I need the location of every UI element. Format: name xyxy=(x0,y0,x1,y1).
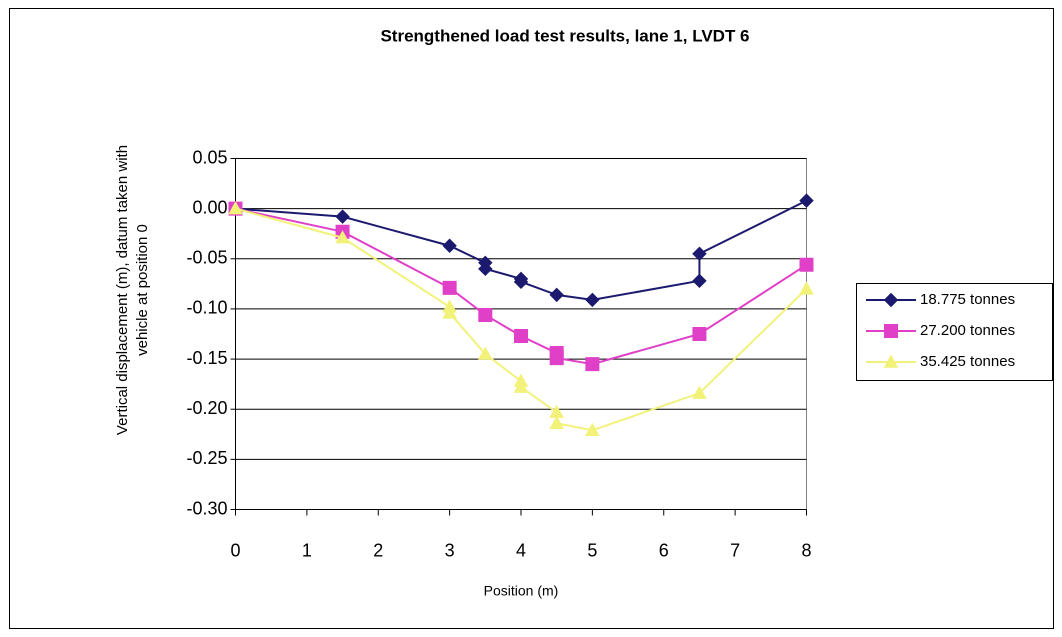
marker xyxy=(478,261,493,277)
marker xyxy=(549,351,564,366)
marker xyxy=(442,238,457,253)
y-tick-label: -0.15 xyxy=(186,348,227,368)
legend-label: 35.425 tonnes xyxy=(920,353,1015,370)
x-tick-label: 2 xyxy=(373,540,383,560)
legend-label: 27.200 tonnes xyxy=(920,322,1015,339)
x-tick-label: 5 xyxy=(587,540,597,560)
y-tick-label: 0.05 xyxy=(192,147,227,167)
y-tick-label: -0.05 xyxy=(186,248,227,268)
marker xyxy=(799,281,814,295)
marker xyxy=(228,201,243,215)
marker xyxy=(514,329,528,344)
x-tick-label: 4 xyxy=(516,540,526,560)
x-axis-title: Position (m) xyxy=(484,583,559,599)
marker xyxy=(692,273,707,289)
marker xyxy=(692,246,707,261)
marker xyxy=(799,257,814,272)
marker xyxy=(442,280,457,295)
marker xyxy=(692,327,707,341)
marker xyxy=(585,422,600,436)
marker xyxy=(549,287,564,303)
x-tick-label: 1 xyxy=(302,540,312,560)
marker xyxy=(585,357,600,372)
y-tick-label: -0.20 xyxy=(186,398,227,418)
chart-title: Strengthened load test results, lane 1, … xyxy=(380,26,749,45)
marker xyxy=(335,209,350,224)
y-tick-label: -0.10 xyxy=(186,298,227,318)
y-tick-label: -0.30 xyxy=(186,498,227,518)
legend-marker xyxy=(883,292,899,308)
marker xyxy=(442,305,457,319)
marker xyxy=(513,379,529,393)
x-tick-label: 7 xyxy=(730,540,740,560)
marker xyxy=(477,346,493,360)
x-tick-label: 8 xyxy=(801,540,811,560)
legend-marker xyxy=(883,354,899,368)
series-line xyxy=(235,207,808,366)
marker xyxy=(692,385,707,399)
marker xyxy=(478,307,493,322)
x-tick-label: 0 xyxy=(230,540,240,560)
legend-marker xyxy=(884,324,898,338)
legend-label: 18.775 tonnes xyxy=(920,291,1015,308)
y-tick-label: -0.25 xyxy=(186,448,227,468)
y-axis-title: Vertical displacement (m), datum taken w… xyxy=(114,144,151,436)
y-tick-label: 0.00 xyxy=(192,197,227,217)
marker xyxy=(513,274,529,290)
marker xyxy=(335,230,350,244)
marker xyxy=(585,292,600,308)
marker xyxy=(549,415,565,429)
marker xyxy=(799,193,814,208)
x-tick-label: 3 xyxy=(445,540,455,560)
x-tick-label: 6 xyxy=(659,540,669,560)
